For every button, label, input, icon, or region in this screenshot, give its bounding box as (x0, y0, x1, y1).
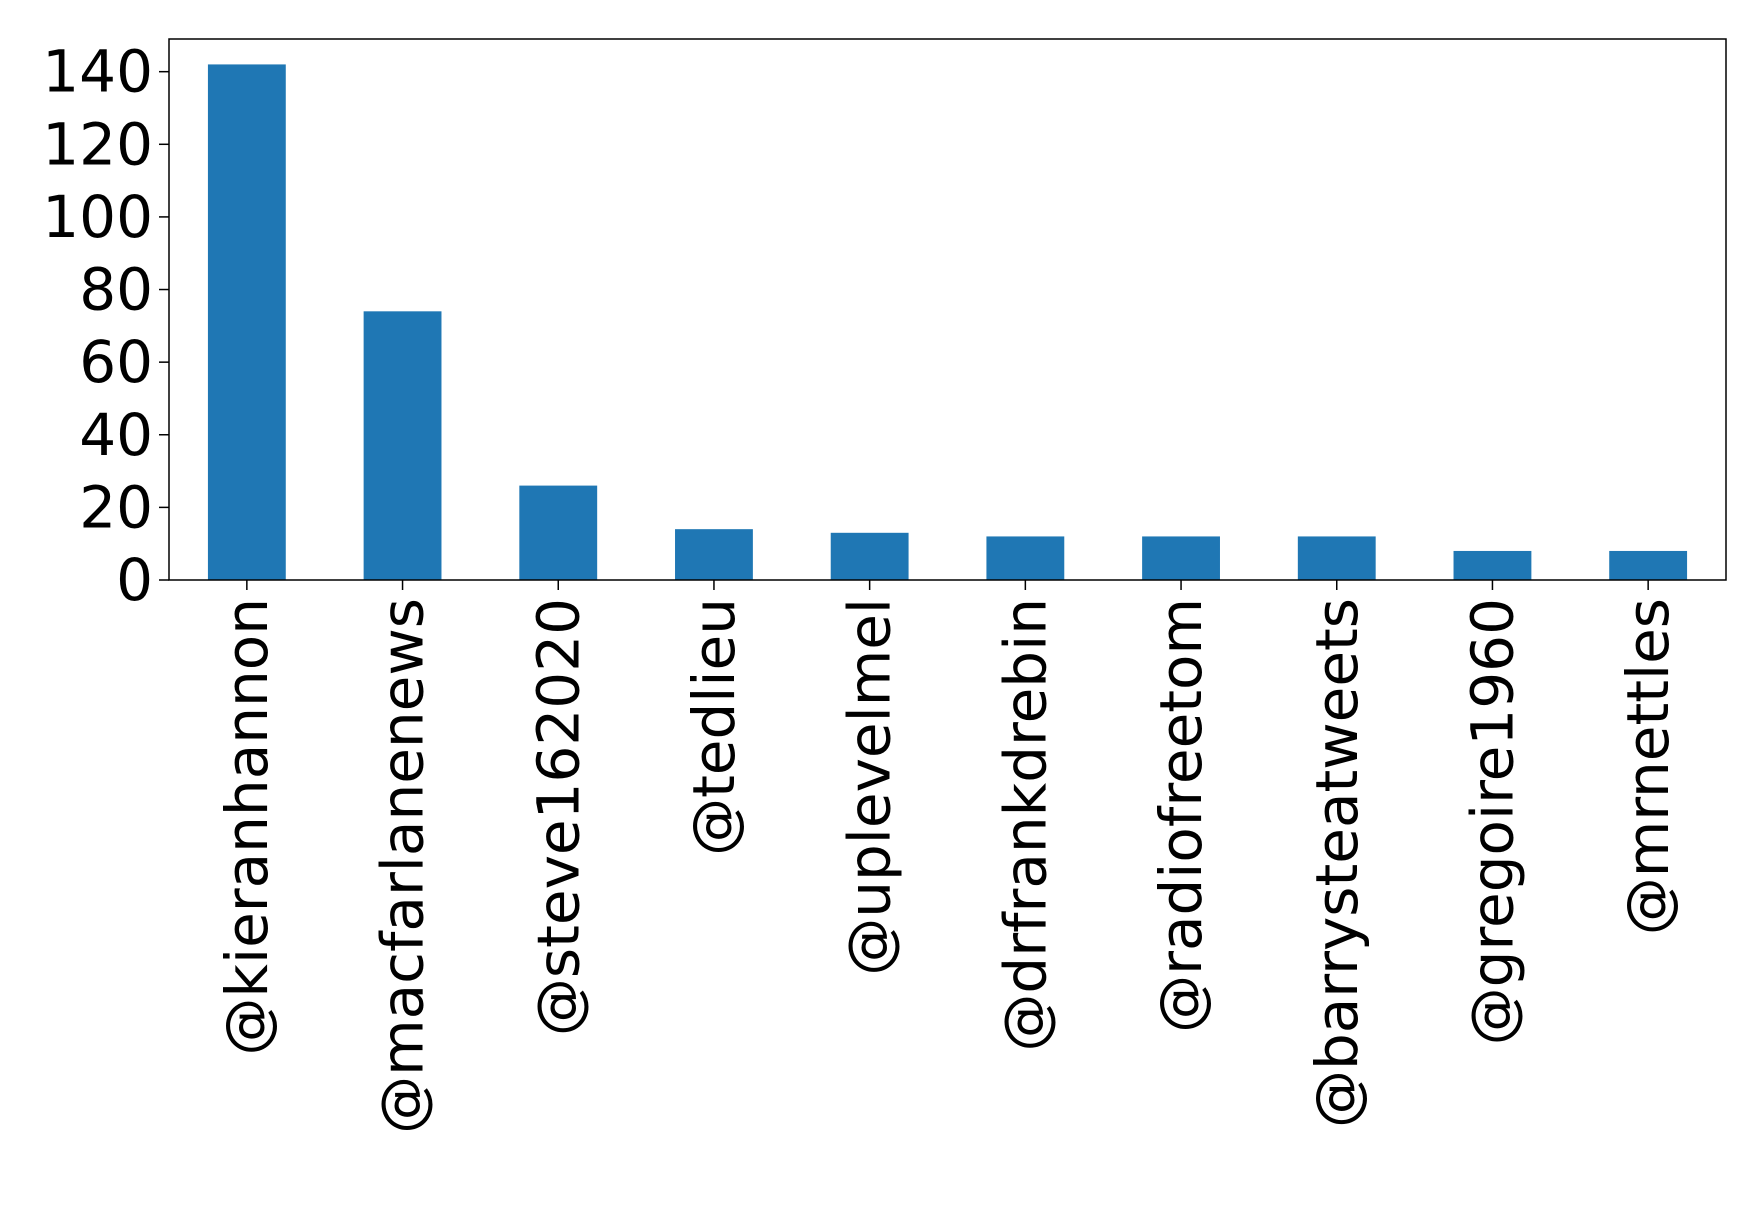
bar-kieranhannon (207, 64, 286, 580)
y-tick-label: 120 (42, 110, 153, 178)
bar-drfrankdrebin (986, 536, 1065, 580)
y-tick-label: 20 (79, 473, 153, 541)
x-tick-label: @tedlieu (680, 598, 748, 856)
bar-macfarlanenews (363, 311, 442, 580)
y-tick-label: 140 (42, 38, 153, 106)
x-tick-label: @drfrankdrebin (991, 598, 1059, 1052)
y-tick-label: 80 (79, 256, 153, 324)
y-tick-label: 40 (79, 401, 153, 469)
bar-gregoire1960 (1453, 550, 1532, 580)
x-tick-label: @radiofreetom (1147, 598, 1215, 1033)
y-tick-label: 100 (42, 183, 153, 251)
x-tick-label: @steve162020 (524, 598, 592, 1036)
x-tick-label: @barrysteatweets (1303, 598, 1371, 1128)
bar-barrysteatweets (1297, 536, 1376, 580)
x-axis: @kieranhannon @macfarlanenews @steve162020… (213, 580, 1682, 1134)
plot-frame (168, 38, 1727, 581)
bar-tedlieu (675, 529, 753, 580)
y-tick-label: 0 (116, 546, 153, 614)
x-tick-label: @uplevelmel (836, 598, 904, 976)
x-tick-label: @mrnettles (1614, 598, 1682, 935)
bar-radiofreetom (1142, 536, 1220, 580)
bars-group (207, 64, 1688, 580)
x-tick-label: @kieranhannon (213, 598, 281, 1056)
x-tick-label: @gregoire1960 (1458, 598, 1526, 1045)
bar-mrnettles (1609, 550, 1688, 580)
bar-uplevelmel (830, 532, 909, 580)
bar-steve162020 (519, 485, 598, 580)
y-tick-label: 60 (79, 328, 153, 396)
x-tick-label: @macfarlanenews (369, 598, 437, 1134)
